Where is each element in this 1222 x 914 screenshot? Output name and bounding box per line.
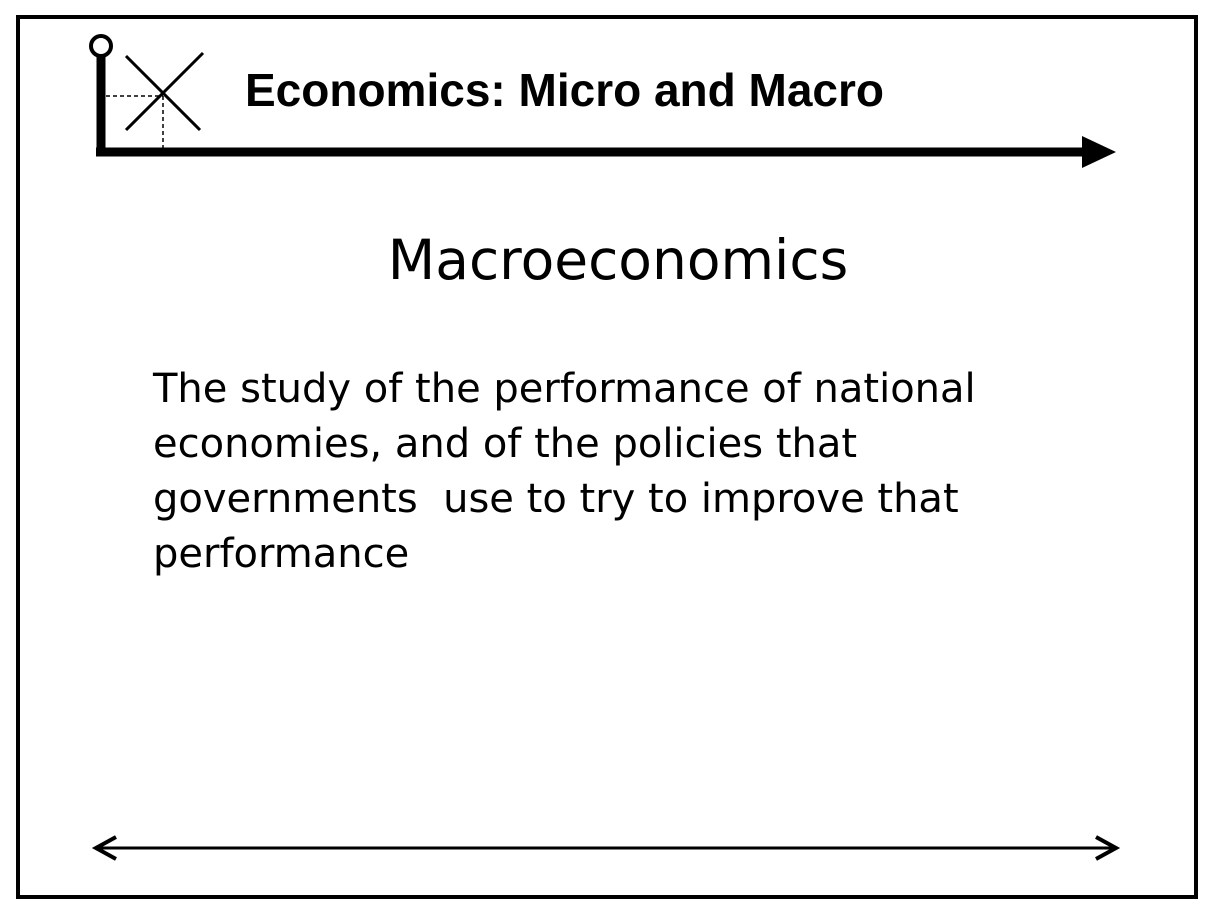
body-line: performance (153, 531, 410, 577)
body-line: governments use to try to improve that (153, 476, 959, 522)
header-title: Economics: Micro and Macro (245, 64, 885, 116)
body-line: economies, and of the policies that (153, 421, 858, 467)
body-line: The study of the performance of national (153, 366, 976, 412)
slide-body: The study of the performance of national… (153, 362, 1113, 582)
slide-heading: Macroeconomics (387, 228, 849, 292)
slide-frame (16, 15, 1198, 899)
